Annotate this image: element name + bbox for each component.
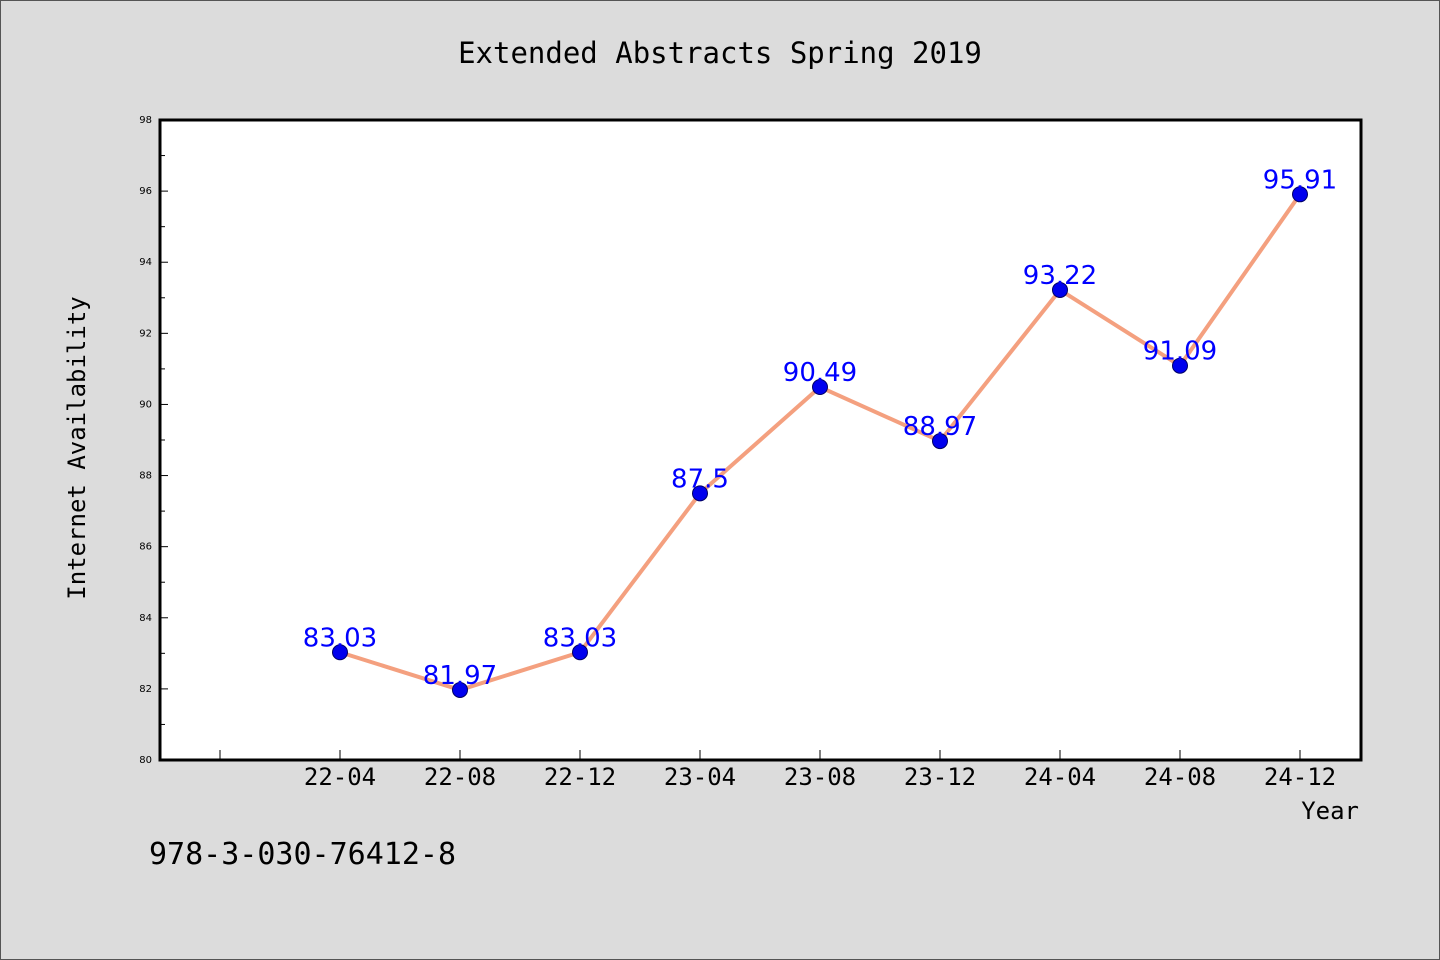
chart-title: Extended Abstracts Spring 2019 (458, 36, 982, 70)
data-point (1172, 357, 1188, 374)
x-tick-label: 22-12 (544, 763, 616, 791)
x-axis: 22-04 22-08 22-12 23-04 23-08 23-12 24-04 24-08… (219, 750, 1336, 791)
y-tick-label: 98 (139, 115, 152, 126)
data-point (332, 644, 348, 661)
y-tick-label: 90 (139, 399, 152, 410)
x-tick-label: 24-12 (1264, 763, 1336, 791)
y-tick-label: 86 (139, 542, 152, 553)
x-tick-label: 23-12 (904, 763, 976, 791)
data-label: 83.03 (303, 623, 377, 653)
data-point (1052, 281, 1068, 298)
x-tick-label: 23-08 (784, 763, 856, 791)
data-label: 88.97 (903, 412, 977, 442)
y-tick-label: 84 (139, 613, 152, 624)
data-point (932, 433, 948, 450)
x-tick-label: 23-04 (664, 763, 736, 791)
x-axis-label: Year (1301, 797, 1359, 825)
data-label: 95.91 (1263, 165, 1337, 195)
data-label: 91.09 (1143, 337, 1217, 367)
x-tick-label: 22-04 (304, 763, 376, 791)
footer-isbn: 978-3-030-76412-8 (149, 837, 456, 872)
data-point (812, 379, 828, 396)
y-axis-label: Internet Availability (63, 296, 91, 599)
y-tick-label: 88 (139, 471, 152, 482)
data-point (572, 644, 588, 661)
y-tick-label: 96 (139, 186, 152, 197)
y-tick-label: 80 (139, 755, 152, 766)
data-label: 93.22 (1023, 261, 1097, 291)
data-point (452, 681, 468, 698)
x-tick-label: 24-04 (1024, 763, 1096, 791)
x-tick-label: 24-08 (1144, 763, 1216, 791)
y-tick-label: 94 (139, 257, 152, 268)
data-point (692, 485, 708, 502)
x-tick-label: 22-08 (424, 763, 496, 791)
data-label: 90.49 (783, 358, 857, 388)
y-tick-label: 82 (139, 684, 152, 695)
data-point (1292, 186, 1308, 203)
data-label: 83.03 (543, 623, 617, 653)
data-label: 87.5 (671, 464, 729, 494)
y-axis: 80 82 84 86 88 90 92 94 96 98 (139, 115, 168, 766)
series-layer: 83.03 81.97 83.03 87.5 90.49 88.97 93.22 91.09 9… (303, 165, 1337, 698)
y-tick-label: 92 (139, 328, 152, 339)
data-label: 81.97 (423, 661, 497, 691)
